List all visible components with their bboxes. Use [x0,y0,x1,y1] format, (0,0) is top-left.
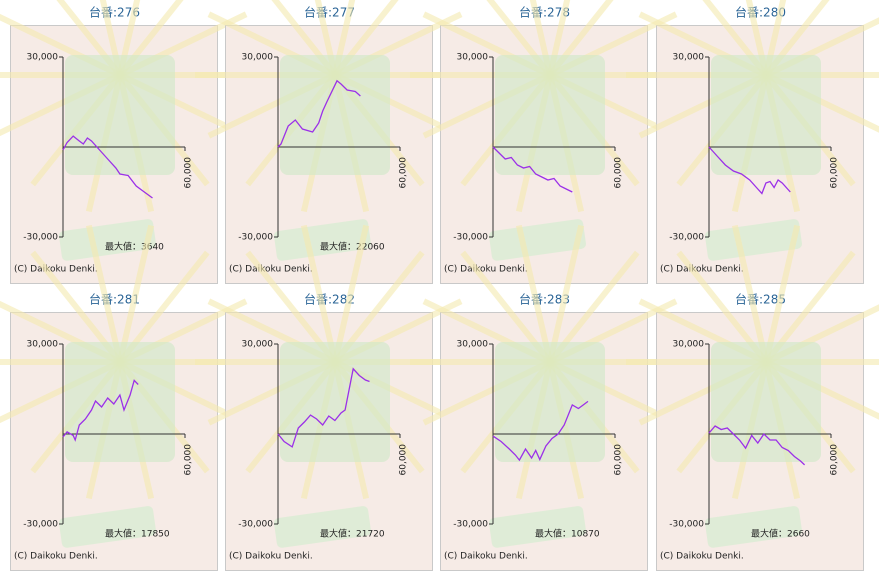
x-tick-label: 60,000 [399,444,409,476]
y-tick-label: 30,000 [673,340,705,350]
decor-ray [547,224,585,363]
decor-box [495,55,605,175]
decor-ray [731,224,769,363]
y-tick-label: -30,000 [453,520,488,530]
decor-tray [705,219,802,261]
y-tick-label: 30,000 [673,53,705,63]
y-tick-label: 30,000 [457,340,489,350]
decor-ray [300,224,338,363]
decor-tray [274,219,371,261]
copyright: (C) Daikoku Denki. [14,265,98,275]
decor-box [280,342,390,462]
y-tick-label: -30,000 [453,233,488,243]
decor-ray [117,0,141,76]
y-tick-label: 30,000 [242,340,274,350]
data-line [492,146,573,193]
y-tick-label: 30,000 [242,53,274,63]
data-line [277,79,361,148]
copyright: (C) Daikoku Denki. [444,552,528,562]
copyright: (C) Daikoku Denki. [660,265,744,275]
decor-tray [274,506,371,548]
x-tick-label: 60,000 [614,157,624,189]
decor-tray [705,506,802,548]
x-tick-label: 60,000 [184,157,194,189]
x-tick-label: 60,000 [399,157,409,189]
decor-tray [59,506,156,548]
decor-box [495,342,605,462]
decor-ray [547,0,571,76]
max-value-annotation: 最大値：2660 [751,528,810,540]
data-line [277,367,370,448]
y-tick-label: -30,000 [23,233,58,243]
decor-ray [332,0,356,76]
copyright: (C) Daikoku Denki. [229,265,313,275]
copyright: (C) Daikoku Denki. [660,552,744,562]
decor-ray [85,224,123,363]
y-tick-label: 30,000 [457,53,489,63]
x-tick-label: 60,000 [830,444,840,476]
decor-ray [99,0,123,76]
y-tick-label: 30,000 [27,340,59,350]
decor-ray [529,0,553,76]
decor-box [711,342,821,462]
decor-box [65,55,175,175]
decor-ray [763,0,787,76]
decor-ray [314,0,338,76]
decor-box [711,55,821,175]
decor-tray [489,219,586,261]
decor-ray [117,224,155,363]
decor-box [65,342,175,462]
copyright: (C) Daikoku Denki. [14,552,98,562]
decor-ray [763,224,801,363]
decor-tray [489,506,586,548]
decor-ray [515,224,553,363]
x-tick-label: 60,000 [614,444,624,476]
y-tick-label: -30,000 [23,520,58,530]
max-value-annotation: 最大値：17850 [105,528,170,540]
data-line [492,400,589,462]
decor-box [280,55,390,175]
data-line [708,425,806,466]
y-tick-label: -30,000 [238,520,273,530]
max-value-annotation: 最大値：3640 [105,241,164,253]
decor-ray [332,224,370,363]
copyright: (C) Daikoku Denki. [444,265,528,275]
max-value-annotation: 最大値：22060 [320,241,385,253]
y-tick-label: -30,000 [238,233,273,243]
x-tick-label: 60,000 [830,157,840,189]
y-tick-label: -30,000 [669,233,704,243]
max-value-annotation: 最大値：10870 [535,528,600,540]
data-line [708,146,791,195]
y-tick-label: 30,000 [27,53,59,63]
max-value-annotation: 最大値：21720 [320,528,385,540]
y-tick-label: -30,000 [669,520,704,530]
data-line [62,379,139,442]
decor-tray [59,219,156,261]
decor-ray [745,0,769,76]
x-tick-label: 60,000 [184,444,194,476]
copyright: (C) Daikoku Denki. [229,552,313,562]
data-line [62,135,153,199]
